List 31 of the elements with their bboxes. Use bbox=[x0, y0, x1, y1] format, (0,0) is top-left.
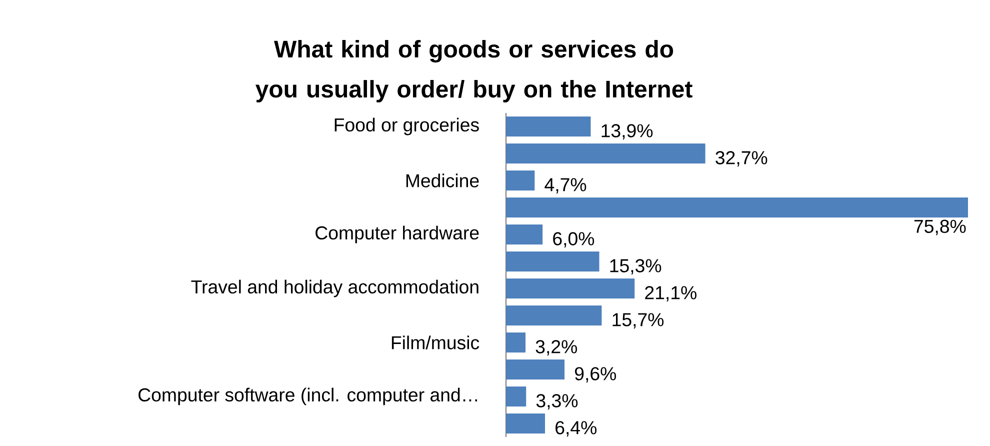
data-label: 9,6% bbox=[574, 367, 616, 383]
y-tick-label: Film/music bbox=[392, 336, 480, 350]
bar bbox=[506, 386, 526, 406]
data-label: 3,3% bbox=[536, 394, 578, 410]
bar bbox=[506, 359, 565, 380]
data-label: 3,2% bbox=[536, 340, 577, 356]
y-tick-label: Food or groceries bbox=[334, 118, 479, 136]
data-label: 32,7% bbox=[716, 151, 768, 167]
bar bbox=[506, 332, 526, 352]
y-tick-label: Computer software (incl. computer and… bbox=[138, 388, 478, 406]
data-label: 13,9% bbox=[602, 124, 653, 140]
data-label: 75,8% bbox=[914, 220, 966, 236]
data-label: 15,3% bbox=[610, 259, 662, 275]
data-label: 6,4% bbox=[556, 421, 596, 437]
bar bbox=[506, 143, 706, 164]
y-tick-label: Medicine bbox=[406, 174, 479, 188]
y-tick-label: Computer hardware bbox=[316, 226, 479, 244]
chart-title: What kind of goods or services do you usually order/ buy on the Internet bbox=[256, 40, 692, 102]
bar bbox=[506, 197, 968, 218]
bar bbox=[506, 170, 535, 190]
bar bbox=[506, 224, 543, 244]
bar bbox=[506, 116, 591, 136]
data-label: 4,7% bbox=[544, 178, 586, 194]
bar bbox=[506, 305, 602, 326]
data-label: 6,0% bbox=[553, 232, 594, 248]
data-label: 21,1% bbox=[645, 286, 696, 302]
y-tick-label: Travel and holiday accommodation bbox=[191, 280, 478, 298]
bar bbox=[506, 278, 635, 298]
data-label: 15,7% bbox=[612, 313, 664, 328]
bar bbox=[506, 413, 546, 434]
bar bbox=[506, 251, 600, 272]
